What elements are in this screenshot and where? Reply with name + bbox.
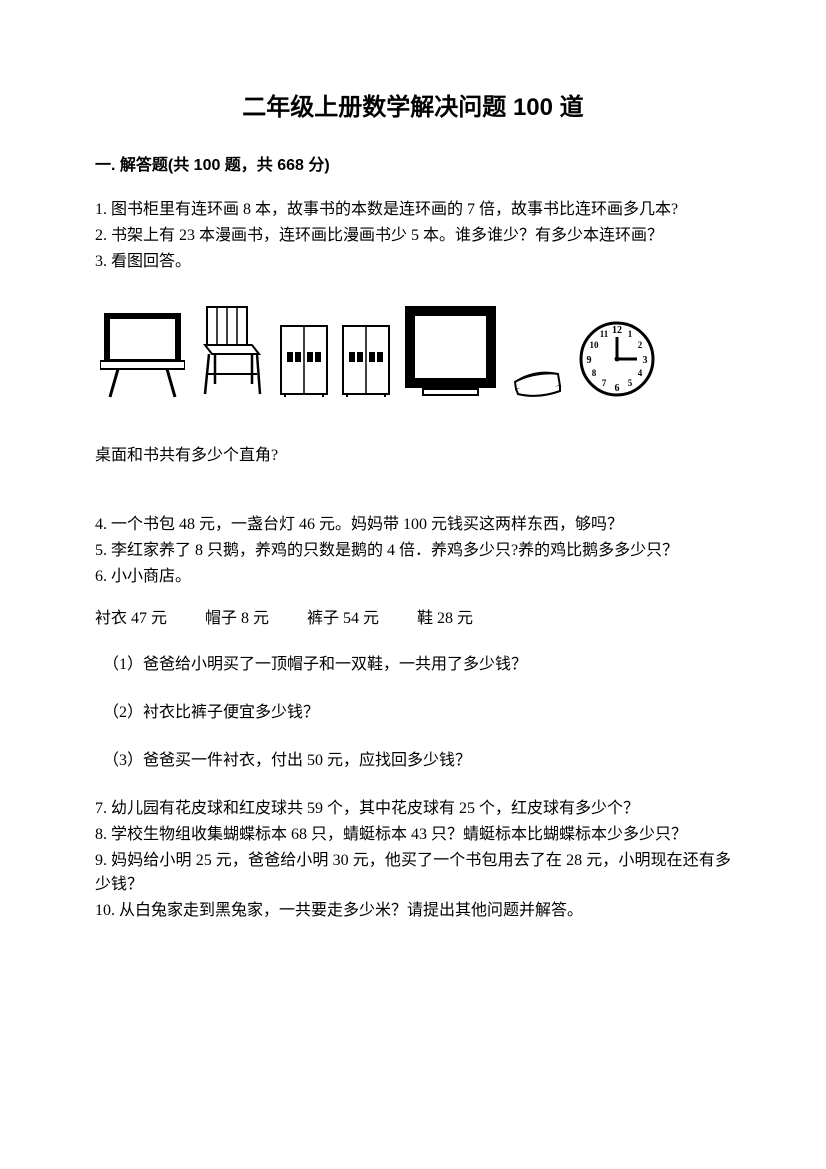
question-5: 5. 李红家养了 8 只鹅，养鸡的只数是鹅的 4 倍．养鸡多少只?养的鸡比鹅多多…	[95, 539, 731, 563]
svg-text:9: 9	[587, 355, 592, 366]
section-header: 一. 解答题(共 100 题，共 668 分)	[95, 154, 731, 178]
svg-text:1: 1	[628, 329, 633, 339]
question-9: 9. 妈妈给小明 25 元，爸爸给小明 30 元，他买了一个书包用去了在 28 …	[95, 849, 731, 897]
svg-text:11: 11	[600, 329, 609, 339]
page-title: 二年级上册数学解决问题 100 道	[95, 90, 731, 126]
chair-icon	[197, 304, 267, 399]
question-8: 8. 学校生物组收集蝴蝶标本 68 只，蜻蜓标本 43 只？蜻蜓标本比蝴蝶标本少…	[95, 823, 731, 847]
tv-icon	[403, 304, 498, 399]
question-10: 10. 从白兔家走到黑兔家，一共要走多少米？请提出其他问题并解答。	[95, 899, 731, 923]
clock-icon: 12 1 2 3 4 5 6 7 8 9 10 11	[577, 319, 657, 399]
svg-text:3: 3	[643, 355, 648, 366]
question-3-sub: 桌面和书共有多少个直角?	[95, 444, 731, 468]
svg-text:7: 7	[602, 378, 607, 388]
svg-text:6: 6	[615, 383, 620, 394]
question-3: 3. 看图回答。	[95, 250, 731, 274]
svg-text:4: 4	[638, 368, 643, 378]
svg-text:5: 5	[628, 378, 633, 388]
question-4: 4. 一个书包 48 元，一盏台灯 46 元。妈妈带 100 元钱买这两样东西，…	[95, 513, 731, 537]
image-row: 12 1 2 3 4 5 6 7 8 9 10 11	[95, 304, 731, 399]
question-6-1: （1）爸爸给小明买了一顶帽子和一双鞋，一共用了多少钱？	[95, 653, 731, 677]
price-hat: 帽子 8 元	[205, 607, 269, 631]
question-6: 6. 小小商店。	[95, 565, 731, 589]
question-7: 7. 幼儿园有花皮球和红皮球共 59 个，其中花皮球有 25 个，红皮球有多少个…	[95, 797, 731, 821]
question-6-2: （2）衬衣比裤子便宜多少钱？	[95, 701, 731, 725]
price-pants: 裤子 54 元	[307, 607, 379, 631]
cabinet-icon	[341, 324, 391, 399]
svg-text:2: 2	[638, 340, 643, 350]
price-shirt: 衬衣 47 元	[95, 607, 167, 631]
price-shoes: 鞋 28 元	[417, 607, 473, 631]
book-icon	[510, 364, 565, 399]
svg-text:8: 8	[592, 368, 597, 378]
question-1: 1. 图书柜里有连环画 8 本，故事书的本数是连环画的 7 倍，故事书比连环画多…	[95, 198, 731, 222]
cabinet-icon	[279, 324, 329, 399]
svg-text:10: 10	[590, 340, 600, 350]
question-6-3: （3）爸爸买一件衬衣，付出 50 元，应找回多少钱？	[95, 749, 731, 773]
question-2: 2. 书架上有 23 本漫画书，连环画比漫画书少 5 本。谁多谁少？有多少本连环…	[95, 224, 731, 248]
svg-text:12: 12	[612, 325, 622, 336]
price-row: 衬衣 47 元 帽子 8 元 裤子 54 元 鞋 28 元	[95, 607, 731, 631]
blackboard-icon	[100, 309, 185, 399]
